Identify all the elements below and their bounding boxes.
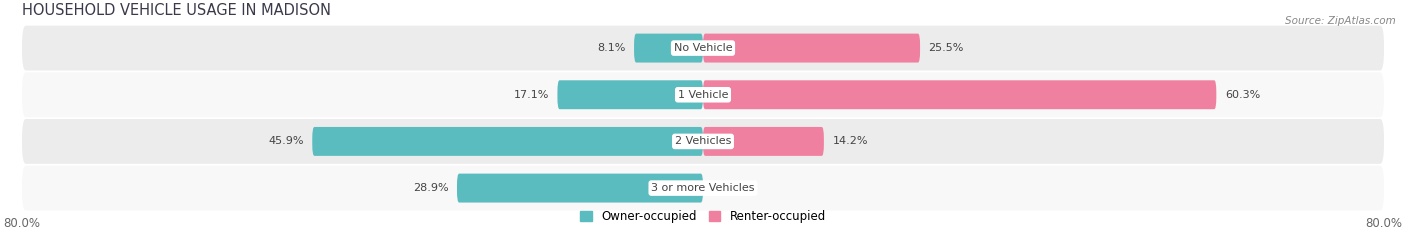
Text: 0.0%: 0.0% — [711, 183, 740, 193]
Text: 60.3%: 60.3% — [1225, 90, 1260, 100]
Text: 3 or more Vehicles: 3 or more Vehicles — [651, 183, 755, 193]
Text: 14.2%: 14.2% — [832, 136, 868, 146]
Text: 8.1%: 8.1% — [598, 43, 626, 53]
FancyBboxPatch shape — [634, 34, 703, 62]
FancyBboxPatch shape — [703, 127, 824, 156]
Text: 45.9%: 45.9% — [269, 136, 304, 146]
FancyBboxPatch shape — [22, 166, 1384, 210]
Text: 17.1%: 17.1% — [513, 90, 548, 100]
Text: Source: ZipAtlas.com: Source: ZipAtlas.com — [1285, 16, 1396, 26]
FancyBboxPatch shape — [22, 26, 1384, 71]
FancyBboxPatch shape — [22, 119, 1384, 164]
FancyBboxPatch shape — [703, 80, 1216, 109]
Text: 1 Vehicle: 1 Vehicle — [678, 90, 728, 100]
FancyBboxPatch shape — [312, 127, 703, 156]
FancyBboxPatch shape — [557, 80, 703, 109]
Text: HOUSEHOLD VEHICLE USAGE IN MADISON: HOUSEHOLD VEHICLE USAGE IN MADISON — [22, 3, 330, 18]
Text: No Vehicle: No Vehicle — [673, 43, 733, 53]
FancyBboxPatch shape — [457, 174, 703, 202]
Text: 28.9%: 28.9% — [413, 183, 449, 193]
FancyBboxPatch shape — [22, 72, 1384, 117]
Legend: Owner-occupied, Renter-occupied: Owner-occupied, Renter-occupied — [579, 210, 827, 223]
Text: 2 Vehicles: 2 Vehicles — [675, 136, 731, 146]
Text: 25.5%: 25.5% — [928, 43, 965, 53]
FancyBboxPatch shape — [703, 34, 920, 62]
